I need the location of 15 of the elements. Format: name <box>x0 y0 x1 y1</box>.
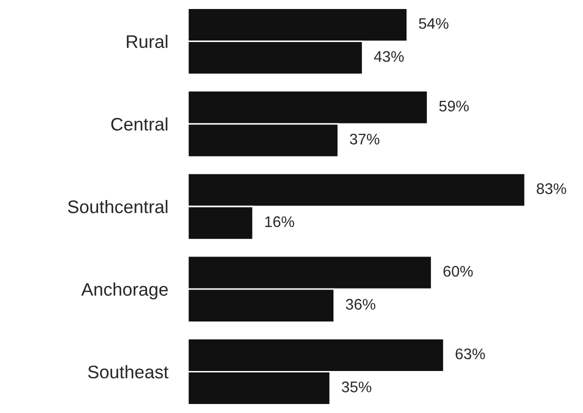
data-label: 54% <box>418 18 448 29</box>
data-label: 16% <box>265 216 294 228</box>
y-tick-label: Anchorage <box>81 282 168 300</box>
data-label: 43% <box>374 51 404 62</box>
data-label: 37% <box>350 134 380 145</box>
data-label: 35% <box>342 382 372 392</box>
data-label: 36% <box>346 298 376 310</box>
data-label: 83% <box>536 183 566 194</box>
data-label: 59% <box>439 100 469 112</box>
y-tick-label: Rural <box>126 34 168 48</box>
y-tick-label: Southcentral <box>68 200 168 214</box>
y-tick-label: Central <box>111 117 168 131</box>
data-label: 60% <box>444 266 473 277</box>
data-label: 63% <box>456 348 485 360</box>
y-tick-label: Southeast <box>88 365 168 378</box>
